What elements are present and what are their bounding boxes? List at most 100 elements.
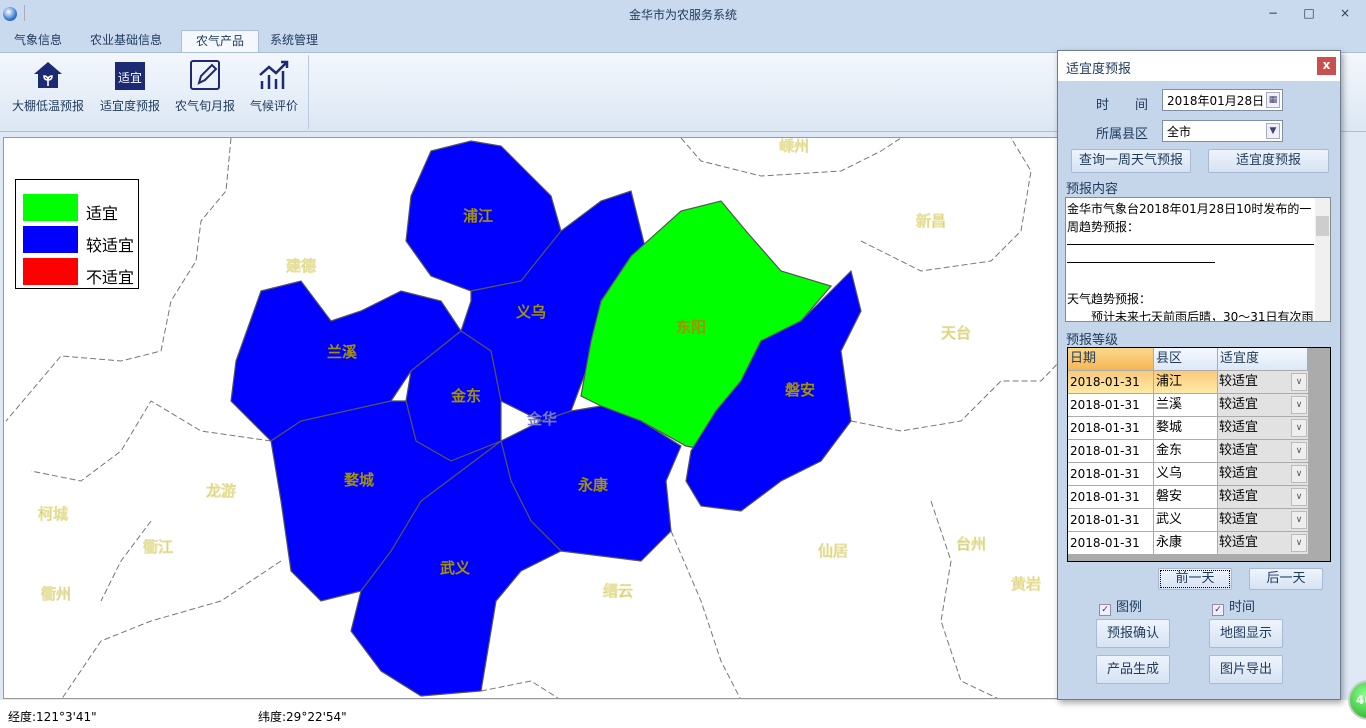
region-wuyi[interactable] [350,439,563,697]
checkbox-checked-icon[interactable]: ✓ [1099,604,1111,616]
map-view[interactable]: 浦江 义乌 兰溪 东阳 金东 磐安 婺城 永康 武义 金华 嵊州 新昌 天台 建… [3,137,1059,699]
cell-county: 兰溪 [1154,394,1218,416]
cell-level: 较适宜 [1219,466,1259,481]
chevron-down-icon[interactable]: ∨ [1291,511,1307,529]
tab-system-management[interactable]: 系统管理 [270,33,319,47]
chevron-down-icon[interactable]: ∨ [1291,488,1307,506]
grid-row[interactable]: 2018-01-31 磐安 较适宜 ∨ [1068,486,1308,509]
confirm-forecast-button[interactable]: 预报确认 [1096,619,1170,648]
forecast-grade-grid: 日期 县区 适宜度 2018-01-31 浦江 较适宜 ∨ 2018-01-31 兰… [1067,347,1331,562]
label-xianju: 仙居 [818,542,848,560]
header-date[interactable]: 日期 [1068,348,1154,370]
header-county[interactable]: 县区 [1154,348,1218,370]
latitude-readout: 纬度:29°22'54" [258,710,347,724]
cell-county: 义乌 [1154,463,1218,485]
region-wucheng[interactable] [270,400,502,602]
cell-date: 2018-01-31 [1068,394,1154,416]
agri-report-button[interactable]: 农气旬月报 [172,59,238,114]
grid-row[interactable]: 2018-01-31 浦江 较适宜 ∨ [1068,371,1308,394]
legend-label-fairly-suitable: 较适宜 [86,236,135,255]
map-display-button[interactable]: 地图显示 [1209,619,1283,648]
longitude-readout: 经度:121°3'41" [8,710,97,724]
cell-county: 婺城 [1154,417,1218,439]
previous-day-button[interactable]: 前一天 [1158,568,1232,590]
label-jinyun: 缙云 [603,582,633,600]
chevron-down-icon[interactable]: ∨ [1291,396,1307,414]
level-combobox[interactable]: 较适宜 ∨ [1218,394,1308,416]
suitability-forecast-button[interactable]: 适宜度预报 [1208,149,1329,173]
cell-level: 较适宜 [1219,489,1259,504]
legend-label-unsuitable: 不适宜 [86,268,135,287]
forecast-content-textarea[interactable]: 金华市气象台2018年01月28日10时发布的一周趋势预报： 天气趋势预报： 预… [1065,197,1331,322]
chevron-down-icon[interactable]: ∨ [1291,465,1307,483]
level-combobox[interactable]: 较适宜 ∨ [1218,417,1308,439]
time-checkbox[interactable]: ✓ 时间 [1212,596,1255,616]
county-select[interactable]: 全市 ▼ [1162,120,1283,142]
cell-date: 2018-01-31 [1068,486,1154,508]
scroll-thumb[interactable] [1316,216,1329,236]
legend-label-suitable: 适宜 [86,204,119,223]
cell-date: 2018-01-31 [1068,532,1154,554]
tab-agri-weather-products[interactable]: 农气产品 [181,30,260,52]
chevron-down-icon[interactable]: ∨ [1291,442,1307,460]
grid-row[interactable]: 2018-01-31 武义 较适宜 ∨ [1068,509,1308,532]
cell-date: 2018-01-31 [1068,463,1154,485]
status-bar: 经度:121°3'41" 纬度:29°22'54" [0,700,1366,728]
level-combobox[interactable]: 较适宜 ∨ [1218,486,1308,508]
label-wuyi: 武义 [440,559,470,577]
chevron-down-icon[interactable]: ▼ [1266,123,1280,139]
grid-row[interactable]: 2018-01-31 婺城 较适宜 ∨ [1068,417,1308,440]
label-xinchang: 新昌 [916,212,946,230]
calendar-icon[interactable]: ▦ [1266,92,1280,108]
greenhouse-forecast-button[interactable]: 大棚低温预报 [10,59,86,114]
next-day-button[interactable]: 后一天 [1249,568,1323,590]
label-shengzhou: 嵊州 [779,138,809,155]
edit-report-icon [190,60,220,90]
chevron-down-icon[interactable]: ∨ [1291,534,1307,552]
climate-evaluation-button[interactable]: 气候评价 [246,59,302,114]
dialog-close-button[interactable]: x [1317,57,1336,75]
level-combobox[interactable]: 较适宜 ∨ [1218,463,1308,485]
grid-row[interactable]: 2018-01-31 永康 较适宜 ∨ [1068,532,1308,555]
trend-chart-icon [259,60,289,89]
content-line-1: 金华市气象台2018年01月28日10时发布的一周趋势预报： [1067,202,1312,234]
level-combobox[interactable]: 较适宜 ∨ [1218,371,1308,393]
header-level[interactable]: 适宜度 [1218,348,1308,370]
legend-swatch-fairly-suitable [23,226,78,253]
label-lanxi: 兰溪 [327,343,358,361]
legend-swatch-suitable [23,194,78,221]
label-huangyan: 黄岩 [1011,575,1041,593]
label-longyou: 龙游 [205,482,236,500]
minimize-button[interactable]: − [1267,6,1279,20]
chevron-down-icon[interactable]: ∨ [1291,373,1307,391]
label-jindong: 金东 [450,387,481,405]
query-week-forecast-button[interactable]: 查询一周天气预报 [1071,149,1191,173]
content-scrollbar[interactable] [1315,198,1330,321]
grid-row[interactable]: 2018-01-31 义乌 较适宜 ∨ [1068,463,1308,486]
grid-row[interactable]: 2018-01-31 金东 较适宜 ∨ [1068,440,1308,463]
export-image-button[interactable]: 图片导出 [1209,655,1283,684]
checkbox-checked-icon[interactable]: ✓ [1212,604,1224,616]
generate-product-button[interactable]: 产品生成 [1096,655,1170,684]
title-bar: 金华市为农服务系统 − □ × [0,0,1366,28]
map-canvas[interactable]: 浦江 义乌 兰溪 东阳 金东 磐安 婺城 永康 武义 金华 嵊州 新昌 天台 建… [4,138,1059,699]
date-picker[interactable]: 2018年01月28日 ▦ [1162,89,1283,111]
close-button[interactable]: × [1339,6,1351,20]
cell-level: 较适宜 [1219,420,1259,435]
tab-weather-info[interactable]: 气象信息 [14,33,63,47]
suitability-forecast-button[interactable]: 适宜 适宜度预报 [98,59,162,114]
legend-checkbox[interactable]: ✓ 图例 [1099,596,1142,616]
grid-row[interactable]: 2018-01-31 兰溪 较适宜 ∨ [1068,394,1308,417]
cell-county: 磐安 [1154,486,1218,508]
tab-agri-basic-info[interactable]: 农业基础信息 [90,33,163,47]
county-label: 所属县区 [1096,127,1149,142]
level-combobox[interactable]: 较适宜 ∨ [1218,509,1308,531]
level-combobox[interactable]: 较适宜 ∨ [1218,440,1308,462]
label-taizhou: 台州 [956,535,986,553]
chevron-down-icon[interactable]: ∨ [1291,419,1307,437]
region-panan[interactable] [685,269,862,512]
cell-date: 2018-01-31 [1068,417,1154,439]
level-combobox[interactable]: 较适宜 ∨ [1218,532,1308,554]
maximize-button[interactable]: □ [1303,6,1315,20]
agri-report-label: 农气旬月报 [174,99,235,113]
